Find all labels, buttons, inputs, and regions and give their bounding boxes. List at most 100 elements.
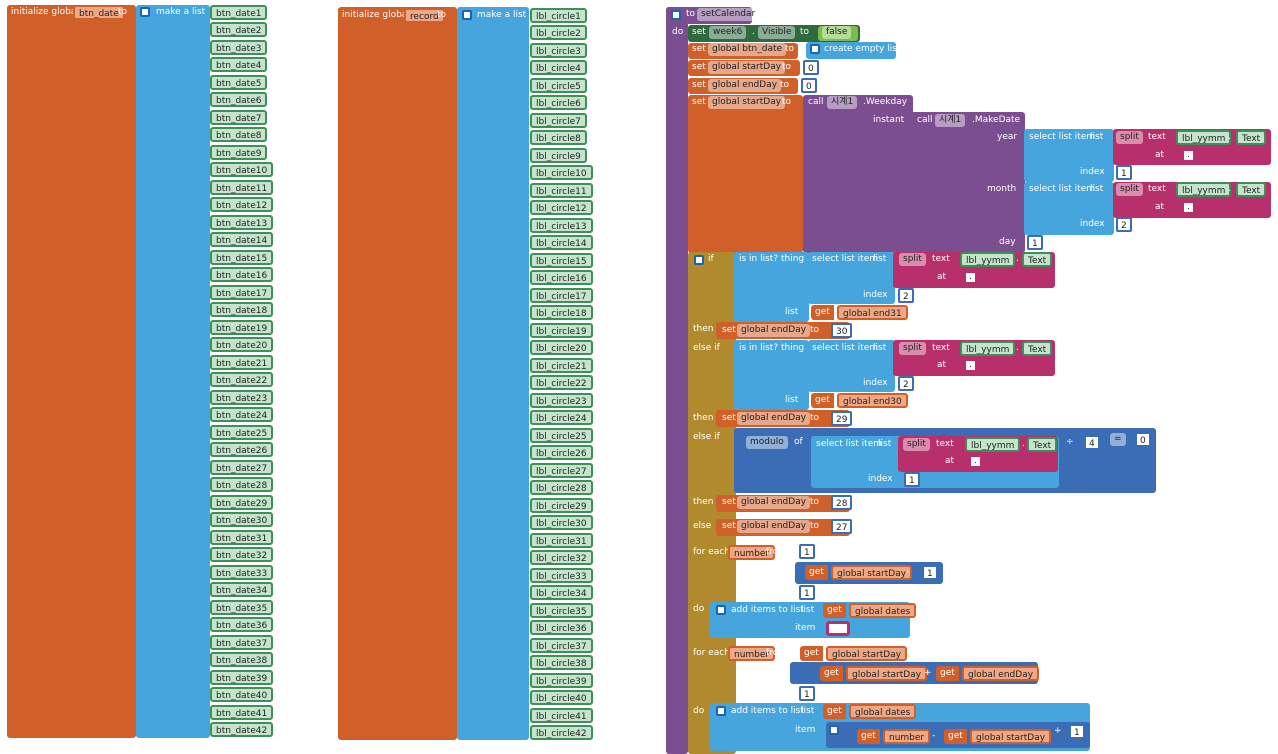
number-field: 1 (799, 544, 815, 559)
mutator-icon[interactable] (671, 10, 681, 20)
list-item: btn_date4 (210, 57, 268, 73)
block-label: set (692, 44, 706, 54)
dropdown-field: week6 (709, 26, 747, 39)
keyword: to (118, 7, 128, 17)
get-block: get (820, 666, 843, 681)
list-item: lbl_circle41 (530, 707, 593, 723)
mutator-icon[interactable] (462, 10, 472, 20)
block-label: index (863, 290, 888, 300)
component-block: Text (1236, 130, 1267, 145)
mutator-icon[interactable] (716, 605, 726, 615)
dropdown-field: global endDay (737, 496, 811, 509)
variable-field: global startDay (846, 666, 928, 681)
list-item: btn_date33 (210, 564, 274, 580)
number-field: 2 (898, 288, 914, 303)
list-item: lbl_circle30 (530, 515, 593, 531)
block-label: do (672, 27, 684, 37)
number-field: 2 (898, 376, 914, 391)
block-label: at (937, 272, 947, 282)
variable-field: global dates (849, 704, 917, 719)
keyword: make a list (156, 7, 206, 17)
block-label: else if (693, 343, 720, 353)
variable-field: number (883, 729, 931, 744)
list-item: lbl_circle35 (530, 602, 593, 618)
list-item: lbl_circle34 (530, 585, 593, 601)
number-field: 1 (1116, 165, 1132, 180)
block-label: . (752, 27, 755, 37)
dropdown-field: global endDay (737, 520, 811, 533)
block-label: to (810, 521, 820, 531)
mutator-icon[interactable] (716, 706, 726, 716)
block-label: .Weekday (863, 97, 908, 107)
block (1024, 129, 1114, 182)
block (716, 410, 850, 427)
block-label: . (1016, 254, 1019, 264)
list-item: lbl_circle33 (530, 567, 593, 583)
number-field: 1 (904, 472, 920, 487)
block-label: then (693, 324, 714, 334)
dropdown-field: global endDay (708, 79, 782, 92)
variable-field: global endDay (962, 666, 1040, 681)
block-label: else if (693, 432, 720, 442)
block-label: to (777, 564, 787, 574)
dropdown-field: split (899, 253, 926, 266)
dropdown-field: global btn_date (708, 43, 787, 56)
list-item: lbl_circle27 (530, 462, 593, 478)
list-item: lbl_circle31 (530, 532, 593, 548)
dropdown-field: Visible (758, 26, 796, 39)
block-label: from (766, 547, 787, 557)
dropdown-field: global startDay (708, 96, 786, 109)
block-label: if (708, 254, 714, 264)
list-item: btn_date41 (210, 704, 274, 720)
block-label: text (932, 343, 950, 353)
block-label: .MakeDate (972, 115, 1021, 125)
list-item: lbl_circle37 (530, 637, 593, 653)
block-label: set (722, 325, 736, 335)
variable-field: global end30 (837, 393, 908, 408)
list-item: btn_date7 (210, 109, 268, 125)
block-label: instant (873, 115, 905, 125)
list-item: btn_date2 (210, 22, 268, 38)
list-item: btn_date19 (210, 319, 274, 335)
block-label: set (722, 497, 736, 507)
variable-field: global startDay (831, 565, 913, 580)
mutator-icon[interactable] (694, 255, 704, 265)
block (806, 42, 896, 59)
block-label: year (997, 132, 1018, 142)
list-item: btn_date32 (210, 547, 274, 563)
block (338, 7, 457, 740)
list-item: btn_date11 (210, 179, 274, 195)
list-item: btn_date29 (210, 494, 274, 510)
mutator-icon[interactable] (829, 725, 839, 735)
list-item: btn_date26 (210, 442, 274, 458)
keyword: initialize global (11, 7, 79, 17)
list-item: btn_date42 (210, 722, 274, 738)
block-label: select list item (1029, 184, 1096, 194)
list-item: lbl_circle7 (530, 112, 587, 128)
get-block: get (811, 305, 834, 320)
block-label: list (801, 706, 815, 716)
block-label: is in list? thing (739, 254, 805, 264)
block-label: to (810, 413, 820, 423)
block (808, 252, 895, 304)
dropdown-field: setCalendar (697, 8, 760, 21)
block (716, 322, 850, 339)
number-field: 28 (831, 495, 853, 510)
block-label: set (722, 521, 736, 531)
number-field: 1 (799, 686, 815, 701)
block (688, 43, 798, 59)
block-label: then (693, 413, 714, 423)
dropdown-field: global startDay (708, 61, 786, 74)
list-item: btn_date34 (210, 582, 274, 598)
keyword: initialize global (342, 10, 410, 20)
block-label: to (777, 665, 787, 675)
block-label: list (873, 343, 887, 353)
variable-field: global dates (849, 603, 917, 618)
number-field: 0 (803, 60, 819, 75)
mutator-icon[interactable] (810, 44, 820, 54)
block-label: to (780, 80, 790, 90)
block (734, 340, 809, 410)
mutator-icon[interactable] (140, 7, 150, 17)
empty-text-field (826, 621, 850, 636)
